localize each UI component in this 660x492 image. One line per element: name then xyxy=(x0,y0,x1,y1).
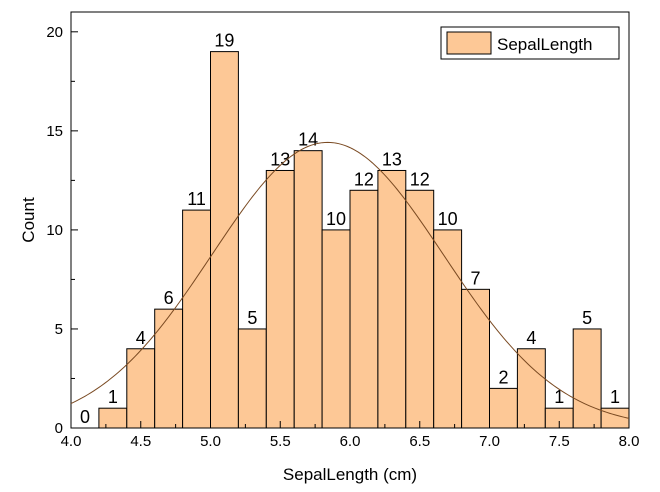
bar xyxy=(265,169,295,429)
y-tick-label: 0 xyxy=(55,420,63,437)
x-tick-label: 7.0 xyxy=(479,433,500,450)
bar xyxy=(237,328,267,429)
x-tick-label: 5.5 xyxy=(270,433,291,450)
x-axis: 4.0 4.5 5.0 5.5 6.0 6.5 7.0 7.5 8.0 xyxy=(61,421,640,450)
legend: SepalLength xyxy=(440,26,620,60)
bar-value-label: 13 xyxy=(270,149,290,169)
bar xyxy=(600,407,630,429)
x-tick-label: 6.0 xyxy=(340,433,361,450)
x-tick-label: 6.5 xyxy=(409,433,430,450)
bar xyxy=(405,189,435,429)
bar-value-label: 0 xyxy=(80,407,90,427)
bar-value-label: 6 xyxy=(164,288,174,308)
bar-value-label: 11 xyxy=(187,189,206,209)
bar-value-label: 10 xyxy=(326,209,346,229)
normal-fit-curve xyxy=(70,141,630,419)
x-tick-label: 5.0 xyxy=(200,433,221,450)
bar xyxy=(433,229,463,429)
bar xyxy=(293,150,323,429)
bar xyxy=(98,407,128,429)
bar xyxy=(377,169,407,429)
bar xyxy=(349,189,379,429)
bar xyxy=(516,348,546,429)
x-tick-label: 4.5 xyxy=(130,433,151,450)
bar xyxy=(154,308,184,429)
bar-value-label: 5 xyxy=(247,308,257,328)
y-axis: 0 5 10 15 20 xyxy=(46,24,78,437)
bar-value-label: 5 xyxy=(582,308,592,328)
bar xyxy=(321,229,351,429)
bar-value-label: 2 xyxy=(498,367,508,387)
bar xyxy=(572,328,602,429)
bar xyxy=(461,288,491,429)
bar-value-label: 1 xyxy=(610,387,620,407)
x-tick-label: 7.5 xyxy=(549,433,570,450)
y-tick-label: 5 xyxy=(55,321,63,338)
bar-value-label: 12 xyxy=(410,169,430,189)
bar xyxy=(210,51,239,429)
x-tick-label: 4.0 xyxy=(61,433,82,450)
bar xyxy=(182,209,212,429)
x-tick-label: 8.0 xyxy=(619,433,640,450)
y-tick-label: 10 xyxy=(46,222,63,239)
bar xyxy=(489,387,518,429)
y-tick-label: 20 xyxy=(46,24,63,41)
legend-label: SepalLength xyxy=(497,35,592,54)
bar-value-label: 1 xyxy=(554,387,564,407)
bars-group xyxy=(98,51,630,429)
y-axis-title: Count xyxy=(19,197,38,243)
bar-value-label: 13 xyxy=(382,149,402,169)
bar-value-label: 19 xyxy=(214,31,234,51)
bar-value-label: 10 xyxy=(438,209,458,229)
bar-value-label: 4 xyxy=(526,328,536,348)
bar-value-label: 12 xyxy=(354,169,374,189)
x-axis-title: SepalLength (cm) xyxy=(283,465,417,484)
bar-value-label: 1 xyxy=(108,387,118,407)
bar-value-label: 7 xyxy=(471,268,481,288)
legend-swatch xyxy=(446,31,492,55)
bar-value-label: 4 xyxy=(136,328,146,348)
y-tick-label: 15 xyxy=(46,123,63,140)
